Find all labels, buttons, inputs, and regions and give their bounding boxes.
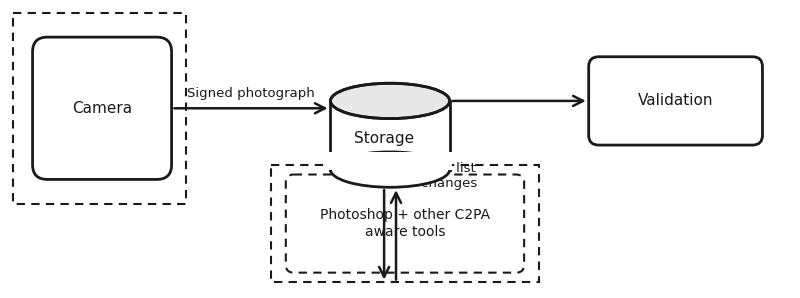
Text: Camera: Camera (72, 101, 132, 116)
Bar (329, 152, 452, 170)
Bar (13, 13, 186, 204)
FancyBboxPatch shape (33, 37, 171, 179)
Ellipse shape (330, 83, 450, 119)
FancyBboxPatch shape (286, 175, 524, 273)
Text: Validation: Validation (638, 93, 714, 108)
Text: Signed list
of changes: Signed list of changes (404, 162, 478, 190)
Text: Photoshop + other C2PA
aware tools: Photoshop + other C2PA aware tools (320, 209, 490, 239)
FancyBboxPatch shape (589, 57, 762, 145)
Ellipse shape (330, 152, 450, 187)
Bar (271, 165, 539, 283)
Bar (330, 101, 450, 170)
Text: Storage: Storage (354, 131, 414, 146)
Text: Signed photograph: Signed photograph (187, 87, 315, 100)
